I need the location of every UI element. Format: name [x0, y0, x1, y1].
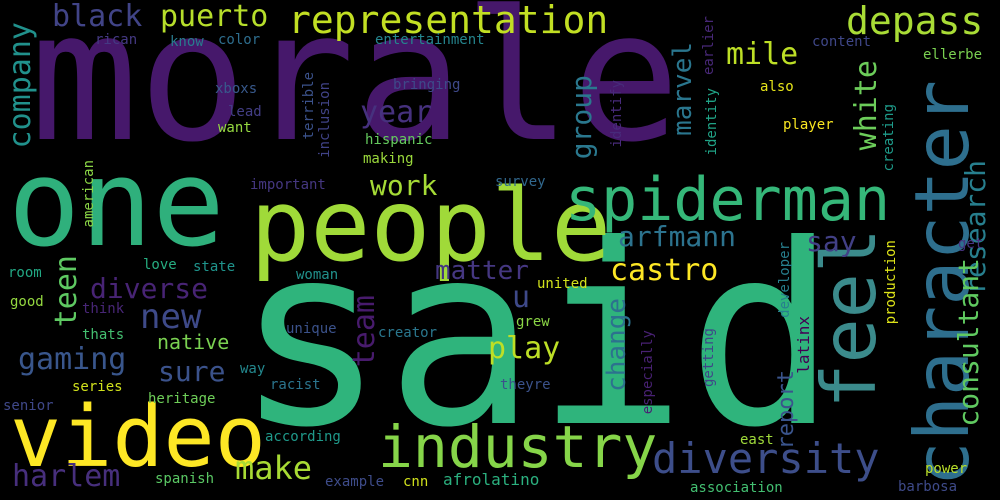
word-inclusion: inclusion — [317, 82, 333, 158]
word-association: association — [690, 480, 783, 496]
word-say: say — [806, 225, 857, 258]
word-identity: identity — [704, 88, 720, 156]
word-consultant: consultant — [952, 258, 985, 427]
word-especially: especially — [640, 330, 656, 415]
word-also: also — [760, 79, 794, 95]
word-way: way — [240, 361, 266, 377]
word-spiderman: spiderman — [565, 165, 891, 235]
word-mile: mile — [726, 37, 799, 72]
word-native: native — [157, 330, 230, 354]
word-power: power — [925, 461, 968, 477]
word-getting: getting — [701, 328, 717, 388]
word-according: according — [265, 429, 341, 445]
word-people: people — [250, 167, 612, 284]
word-creating: creating — [881, 104, 897, 172]
word-love: love — [143, 257, 177, 273]
word-sure: sure — [158, 355, 226, 388]
word-grew: grew — [516, 314, 550, 330]
word-latinx: latinx — [794, 316, 813, 374]
word-matter: matter — [435, 256, 529, 286]
word-play: play — [488, 331, 561, 366]
word-harlem: harlem — [12, 459, 121, 494]
word-state: state — [193, 259, 236, 275]
word-teen: teen — [49, 255, 84, 328]
word-u: u — [512, 280, 531, 315]
word-making: making — [363, 151, 414, 167]
word-company: company — [3, 22, 38, 149]
word-thats: thats — [82, 327, 125, 343]
word-good: good — [10, 294, 44, 310]
word-morale: morale — [30, 0, 681, 182]
word-senior: senior — [3, 398, 54, 414]
word-white: white — [849, 60, 884, 151]
word-identify: identify — [609, 80, 625, 148]
word-marvel: marvel — [668, 42, 698, 136]
word-rican: rican — [95, 32, 138, 48]
word-lead: lead — [228, 104, 262, 120]
word-united: united — [537, 276, 588, 292]
word-think: think — [82, 301, 125, 317]
word-video: video — [10, 388, 266, 487]
word-spanish: spanish — [155, 471, 215, 487]
word-heritage: heritage — [148, 391, 216, 407]
word-american: american — [81, 160, 97, 228]
word-gaming: gaming — [18, 342, 127, 377]
word-work: work — [370, 169, 438, 202]
word-theyre: theyre — [500, 377, 551, 393]
word-production: production — [883, 240, 899, 325]
word-woman: woman — [296, 267, 339, 283]
word-content: content — [812, 34, 872, 50]
word-color: color — [218, 32, 261, 48]
word-new: new — [140, 297, 202, 337]
word-ellerbe: ellerbe — [923, 47, 983, 63]
word-cnn: cnn — [403, 474, 429, 490]
word-diversity: diversity — [652, 434, 880, 483]
word-team: team — [347, 295, 382, 368]
word-castro: castro — [610, 253, 719, 288]
word-one: one — [8, 135, 225, 274]
word-barbosa: barbosa — [898, 479, 958, 495]
word-player: player — [783, 117, 834, 133]
word-get: get — [958, 236, 984, 252]
word-change: change — [602, 298, 632, 392]
word-important: important — [250, 177, 326, 193]
word-diverse: diverse — [90, 272, 209, 305]
word-entertainment: entertainment — [375, 32, 485, 48]
word-black: black — [52, 0, 143, 34]
word-earlier: earlier — [701, 16, 717, 76]
word-bringing: bringing — [393, 77, 461, 93]
word-make: make — [235, 449, 313, 487]
word-group: group — [565, 75, 598, 160]
word-know: know — [170, 34, 204, 50]
word-representation: representation — [288, 0, 609, 42]
word-puerto: puerto — [160, 0, 269, 34]
word-arfmann: arfmann — [618, 220, 737, 253]
word-report: report — [774, 370, 799, 450]
word-afrolatino: afrolatino — [443, 470, 540, 489]
word-east: east — [740, 432, 774, 448]
word-unique: unique — [286, 321, 337, 337]
word-example: example — [325, 474, 385, 490]
word-depass: depass — [846, 0, 984, 43]
word-series: series — [72, 379, 123, 395]
word-xboxs: xboxs — [215, 81, 258, 97]
word-racist: racist — [270, 377, 321, 393]
word-room: room — [8, 265, 42, 281]
word-want: want — [218, 120, 252, 136]
word-said: said — [235, 191, 838, 482]
word-survey: survey — [495, 174, 546, 190]
word-creator: creator — [378, 325, 438, 341]
word-developer: developer — [777, 242, 793, 318]
word-industry: industry — [378, 413, 658, 481]
word-year: year — [360, 95, 433, 130]
word-hispanic: hispanic — [365, 132, 433, 148]
word-terrible: terrible — [301, 72, 317, 140]
